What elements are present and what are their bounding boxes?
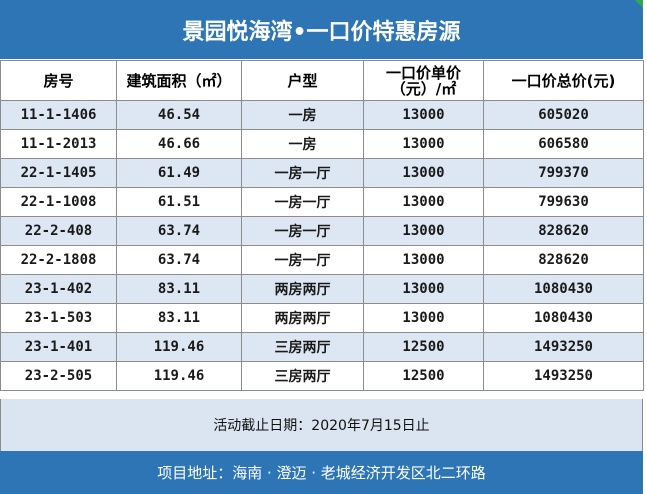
cell-total: 828620 xyxy=(483,216,644,246)
cell-area: 61.51 xyxy=(116,187,242,217)
cell-room: 23-1-402 xyxy=(0,274,117,304)
cell-room: 23-1-401 xyxy=(0,332,117,362)
cell-total: 605020 xyxy=(483,100,644,130)
cell-room: 22-1-1405 xyxy=(0,158,117,188)
project-address: 项目地址：海南 · 澄迈 · 老城经济开发区北二环路 xyxy=(0,451,643,494)
cell-unit-price: 12500 xyxy=(363,332,484,362)
cell-room: 11-1-1406 xyxy=(0,100,117,130)
header-unit-price: 一口价单价 （元）/㎡ xyxy=(363,60,484,101)
sheet-title: 景园悦海湾•一口价特惠房源 xyxy=(0,0,643,60)
cell-total: 828620 xyxy=(483,245,644,275)
header-unit-price-line2: （元）/㎡ xyxy=(390,79,457,98)
cell-area: 63.74 xyxy=(116,216,242,246)
cell-area: 46.54 xyxy=(116,100,242,130)
cell-room: 22-1-1008 xyxy=(0,187,117,217)
cell-unit-price: 13000 xyxy=(363,100,484,130)
table-row: 11-1-1406 46.54 一房 13000 605020 xyxy=(0,100,644,130)
cell-area: 119.46 xyxy=(116,332,242,362)
cell-layout: 两房两厅 xyxy=(241,303,364,333)
cell-area: 61.49 xyxy=(116,158,242,188)
cell-room: 11-1-2013 xyxy=(0,129,117,159)
cell-layout: 三房两厅 xyxy=(241,361,364,391)
price-table: 房号 建筑面积（㎡） 户型 一口价单价 （元）/㎡ 一口价总价(元) 11-1-… xyxy=(0,60,644,391)
cell-corner-marker xyxy=(635,0,643,8)
cell-unit-price: 13000 xyxy=(363,187,484,217)
cell-layout: 一房 xyxy=(241,100,364,130)
cell-area: 83.11 xyxy=(116,303,242,333)
table-row: 22-1-1008 61.51 一房一厅 13000 799630 xyxy=(0,187,644,217)
cell-total: 606580 xyxy=(483,129,644,159)
cell-total: 1080430 xyxy=(483,274,644,304)
table-row: 11-1-2013 46.66 一房 13000 606580 xyxy=(0,129,644,159)
table-row: 22-1-1405 61.49 一房一厅 13000 799370 xyxy=(0,158,644,188)
cell-unit-price: 13000 xyxy=(363,158,484,188)
cell-total: 799370 xyxy=(483,158,644,188)
table-header-row: 房号 建筑面积（㎡） 户型 一口价单价 （元）/㎡ 一口价总价(元) xyxy=(0,60,644,101)
table-row: 23-2-505 119.46 三房两厅 12500 1493250 xyxy=(0,361,644,391)
cell-total: 1080430 xyxy=(483,303,644,333)
cell-area: 46.66 xyxy=(116,129,242,159)
cell-unit-price: 13000 xyxy=(363,303,484,333)
cell-unit-price: 12500 xyxy=(363,361,484,391)
cell-layout: 两房两厅 xyxy=(241,274,364,304)
header-room: 房号 xyxy=(0,60,117,101)
header-area: 建筑面积（㎡） xyxy=(116,60,242,101)
cell-layout: 一房一厅 xyxy=(241,216,364,246)
table-row: 22-2-408 63.74 一房一厅 13000 828620 xyxy=(0,216,644,246)
table-row: 23-1-401 119.46 三房两厅 12500 1493250 xyxy=(0,332,644,362)
header-layout: 户型 xyxy=(241,60,364,101)
table-row: 23-1-503 83.11 两房两厅 13000 1080430 xyxy=(0,303,644,333)
cell-room: 22-2-1808 xyxy=(0,245,117,275)
cell-area: 63.74 xyxy=(116,245,242,275)
cell-area: 83.11 xyxy=(116,274,242,304)
cell-layout: 一房 xyxy=(241,129,364,159)
header-total: 一口价总价(元) xyxy=(483,60,644,101)
cell-room: 23-1-503 xyxy=(0,303,117,333)
cell-total: 1493250 xyxy=(483,332,644,362)
cell-total: 799630 xyxy=(483,187,644,217)
table-row: 22-2-1808 63.74 一房一厅 13000 828620 xyxy=(0,245,644,275)
cell-room: 23-2-505 xyxy=(0,361,117,391)
deadline-note: 活动截止日期：2020年7月15日止 xyxy=(0,399,643,451)
cell-unit-price: 13000 xyxy=(363,129,484,159)
cell-unit-price: 13000 xyxy=(363,216,484,246)
cell-layout: 一房一厅 xyxy=(241,158,364,188)
cell-layout: 三房两厅 xyxy=(241,332,364,362)
cell-area: 119.46 xyxy=(116,361,242,391)
cell-layout: 一房一厅 xyxy=(241,245,364,275)
cell-unit-price: 13000 xyxy=(363,274,484,304)
cell-unit-price: 13000 xyxy=(363,245,484,275)
cell-total: 1493250 xyxy=(483,361,644,391)
cell-room: 22-2-408 xyxy=(0,216,117,246)
cell-layout: 一房一厅 xyxy=(241,187,364,217)
header-unit-price-line1: 一口价单价 xyxy=(385,63,461,82)
table-row: 23-1-402 83.11 两房两厅 13000 1080430 xyxy=(0,274,644,304)
